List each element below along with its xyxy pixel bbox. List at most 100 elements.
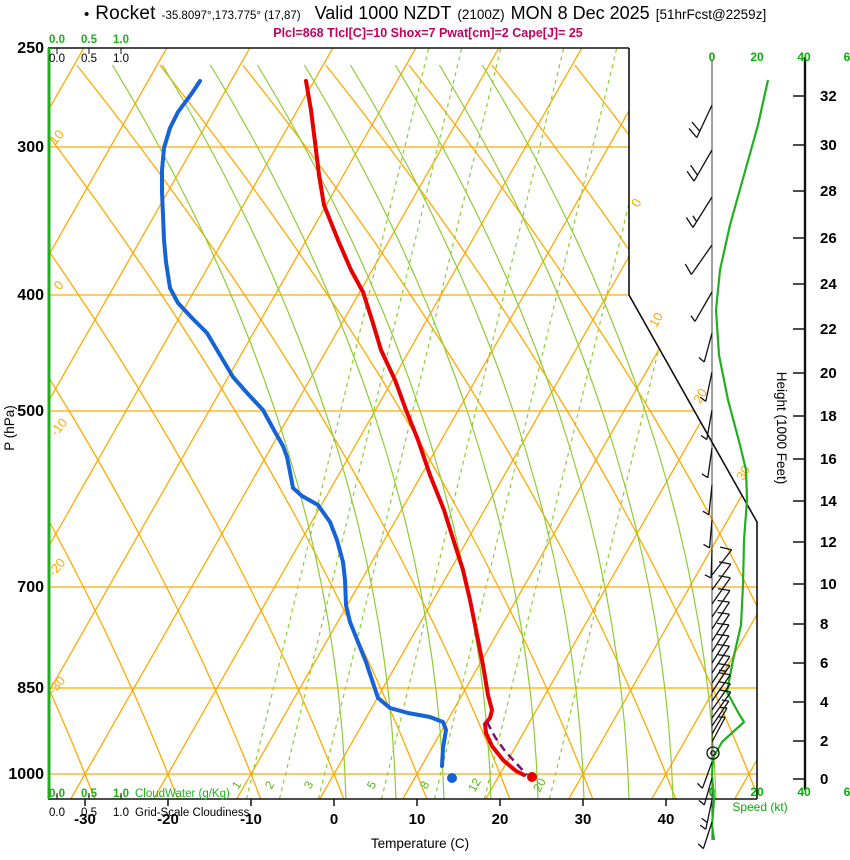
- moist-adiabat-line: [209, 64, 445, 799]
- cloudiness-scale-bottom-label: 1.0: [113, 807, 129, 819]
- wind-barb-staff: [711, 674, 731, 702]
- wind-barb-staff: [701, 761, 713, 789]
- wind-barb-staff: [703, 777, 713, 806]
- isotherm-line: [319, 48, 749, 799]
- wind-barb-staff: [711, 635, 730, 664]
- wind-barb: [711, 561, 732, 591]
- isotherm-line: [0, 48, 1, 799]
- wind-barb-tick: [718, 689, 731, 693]
- dry-adiabat-line: [491, 64, 757, 799]
- isotherm-line: [153, 48, 583, 799]
- wind-barb: [711, 706, 728, 735]
- height-tick-label: 22: [820, 321, 837, 338]
- speed-axis-title: Speed (kt): [732, 800, 787, 814]
- wind-barb-tick: [692, 215, 698, 222]
- wind-barb: [711, 716, 726, 743]
- moist-adiabat-line: [303, 64, 539, 799]
- wind-barb: [701, 447, 713, 479]
- wind-barb-staff: [706, 409, 713, 440]
- wind-barb-tick: [717, 587, 730, 592]
- mixing-ratio-label: 8: [417, 778, 433, 791]
- isotherm-line: [48, 48, 168, 799]
- wind-barb-staff: [711, 691, 732, 719]
- wind-barb-staff: [711, 716, 726, 743]
- surface-dewpoint-dot: [447, 773, 457, 783]
- wind-barb-tick: [700, 434, 708, 441]
- height-tick-label: 30: [820, 137, 837, 154]
- mixing-ratio-line: [433, 48, 618, 799]
- height-tick-label: 2: [820, 733, 828, 750]
- wind-barb-staff: [696, 104, 713, 138]
- mixing-ratio-line: [278, 48, 463, 799]
- moist-adiabat-line: [111, 64, 347, 799]
- temperature-curve: [304, 79, 526, 777]
- pressure-axis-title: P (hPa): [2, 405, 17, 451]
- wind-barb: [711, 633, 730, 664]
- wind-barb-tick: [697, 782, 703, 789]
- mixing-ratio-label: 3: [301, 778, 317, 791]
- wind-barb: [697, 821, 713, 850]
- mixing-ratio-line: [380, 48, 565, 799]
- isotherm-line: [568, 48, 757, 799]
- station-coordinates: -35.8097°,173.775° (17,87): [161, 10, 301, 22]
- wind-barb-staff: [693, 149, 713, 182]
- wind-barb-tick: [698, 799, 705, 806]
- wind-barb: [684, 244, 713, 275]
- dry-adiabat-line: [76, 64, 511, 799]
- temperature-axis-title: Temperature (C): [371, 836, 469, 851]
- wind-barb-tick: [699, 824, 707, 830]
- dry-adiabat-line: [48, 64, 179, 799]
- pressure-tick-label: 850: [17, 680, 44, 697]
- height-axis-title: Height (1000 Feet): [774, 372, 789, 485]
- height-tick-label: 12: [820, 534, 837, 551]
- dry-adiabat-line: [657, 64, 757, 799]
- wind-barb-staff: [707, 447, 713, 478]
- wind-barb-tick: [684, 263, 692, 275]
- height-tick-label: 24: [820, 276, 837, 293]
- forecast-hour: [51hrFcst@2259z]: [655, 7, 767, 22]
- height-tick-label: 6: [820, 655, 828, 672]
- height-tick-label: 14: [820, 493, 837, 510]
- temperature-tick-label: 20: [492, 811, 509, 828]
- wind-barb: [703, 519, 713, 549]
- isotherm-line: [48, 48, 334, 799]
- wind-barb-tick: [718, 669, 727, 672]
- valid-date: MON 8 Dec 2025: [510, 3, 650, 23]
- isotherm-line: [70, 48, 500, 799]
- height-tick-label: 26: [820, 230, 837, 247]
- wind-barb-staff: [705, 799, 713, 830]
- wind-barb-tick: [688, 128, 698, 139]
- wind-barb-tick: [717, 653, 730, 658]
- dewpoint-curve: [160, 79, 448, 768]
- wind-barb-tick: [717, 662, 730, 667]
- mixing-ratio-line: [245, 48, 430, 799]
- dry-adiabat-label: 0: [50, 278, 66, 293]
- valid-time-utc: (2100Z): [457, 7, 505, 22]
- wind-speed-curve: [710, 79, 770, 841]
- wind-barb: [699, 371, 713, 402]
- mixing-ratio-label: 12: [465, 775, 484, 794]
- height-tick-label: 16: [820, 451, 837, 468]
- wind-barb-tick: [718, 672, 731, 676]
- wind-barb-staff: [708, 519, 713, 548]
- wind-barb: [699, 799, 713, 830]
- wind-barb-tick: [702, 510, 710, 516]
- wind-barb-staff: [705, 371, 713, 402]
- isotherm-line: [236, 48, 666, 799]
- isotherm-line: [48, 48, 251, 799]
- wind-barb-staff: [710, 549, 713, 579]
- cloudiness-scale-bottom-label: 0.5: [81, 807, 97, 819]
- speed-scale-bottom-label: 20: [750, 785, 764, 799]
- wind-barb-tick: [718, 561, 731, 565]
- moist-adiabat-line: [481, 64, 717, 799]
- speed-scale-top-label: 40: [797, 50, 811, 64]
- station-name: Rocket: [95, 3, 156, 24]
- wind-barb-staff: [690, 244, 713, 275]
- isotherm-line: [402, 48, 757, 799]
- temperature-tick-label: 10: [409, 811, 426, 828]
- wind-barb: [698, 777, 713, 806]
- wind-barb: [711, 662, 731, 693]
- wind-barb-staff: [692, 196, 713, 228]
- wind-barb-tick: [686, 170, 695, 182]
